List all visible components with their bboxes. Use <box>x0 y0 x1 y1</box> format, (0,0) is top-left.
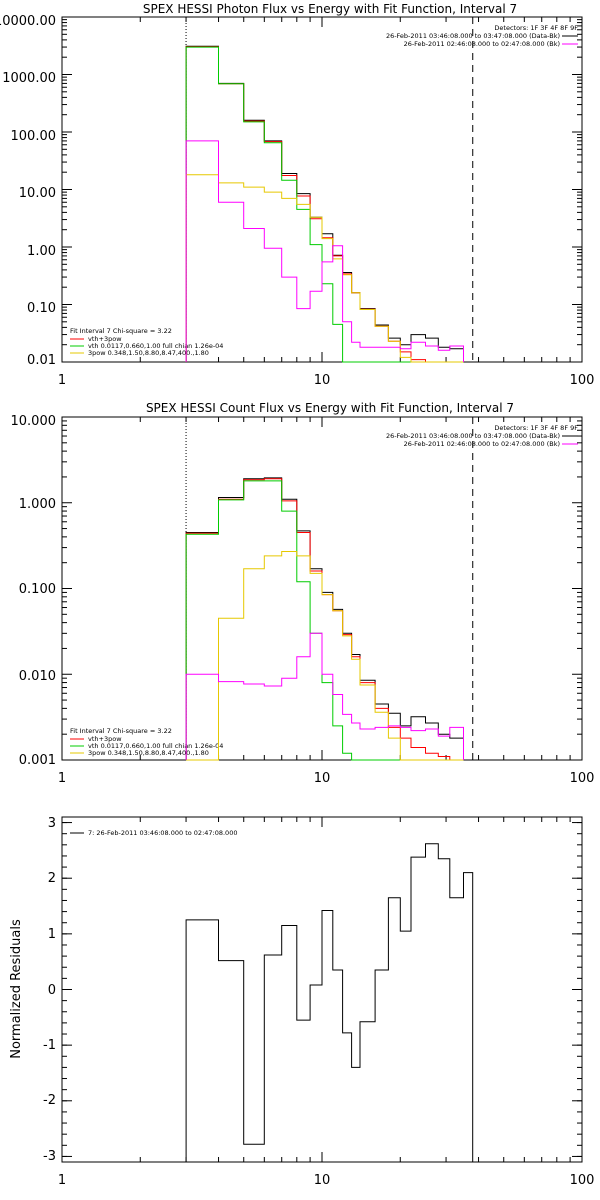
y-tick-label: 0 <box>48 983 56 998</box>
x-tick-label: 100 <box>570 771 595 786</box>
photon-flux-y-tick-labels: 0.01 0.10 1.00 10.00 100.00 1000.00 1000… <box>0 14 56 368</box>
x-tick-label: 1 <box>58 771 66 786</box>
y-tick-label: 0.01 <box>27 353 56 368</box>
photon-flux-x-tick-labels: 1 10 100 <box>58 373 595 388</box>
series-line-vth+3pow <box>185 46 464 363</box>
y-tick-label: -3 <box>43 1149 56 1164</box>
y-tick-label: 0.010 <box>19 669 56 684</box>
count-flux-panel: SPEX HESSI Count Flux vs Energy with Fit… <box>11 401 595 786</box>
residuals-panel: Normalized Residuals -3 -2 -1 0 1 2 3 1 … <box>9 816 594 1188</box>
y-tick-label: 0.001 <box>19 753 56 768</box>
legend-detectors: Detectors: 1F 3F 4F 8F 9F <box>494 424 578 432</box>
y-tick-label: 10.000 <box>11 414 57 429</box>
x-tick-label: 10 <box>314 1173 331 1188</box>
count-flux-title: SPEX HESSI Count Flux vs Energy with Fit… <box>146 401 514 415</box>
photon-flux-legend-top-right: Detectors: 1F 3F 4F 8F 9F 26-Feb-2011 03… <box>386 24 578 48</box>
series-line-bk <box>185 632 464 760</box>
y-tick-label: 100.00 <box>11 129 57 144</box>
series-line-vth <box>185 480 464 761</box>
legend-entry-3pow: 3pow 0.348,1.50,8.80,8.47,400.,1.80 <box>88 349 209 357</box>
series-line-bk <box>185 140 464 362</box>
x-tick-label: 10 <box>314 771 331 786</box>
y-tick-label: -1 <box>43 1038 56 1053</box>
x-tick-label: 10 <box>314 373 331 388</box>
legend-detectors: Detectors: 1F 3F 4F 8F 9F <box>494 24 578 32</box>
residuals-legend: 7: 26-Feb-2011 03:46:08.000 to 02:47:08.… <box>70 829 237 837</box>
legend-entry-residuals: 7: 26-Feb-2011 03:46:08.000 to 02:47:08.… <box>88 829 237 837</box>
legend-entry-background: 26-Feb-2011 02:46:08.000 to 02:47:08.000… <box>404 440 560 448</box>
legend-entry-3pow: 3pow 0.348,1.50,8.80,8.47,400.,1.80 <box>88 749 209 757</box>
count-flux-legend-top-right: Detectors: 1F 3F 4F 8F 9F 26-Feb-2011 03… <box>386 424 578 448</box>
photon-flux-legend-bottom-left: Fit Interval 7 Chi-square = 3.22 vth+3po… <box>70 327 223 357</box>
y-tick-label: 2 <box>48 871 56 886</box>
residuals-x-tick-labels: 1 10 100 <box>58 1173 595 1188</box>
y-tick-label: 10000.00 <box>0 14 56 29</box>
x-tick-label: 100 <box>570 373 595 388</box>
x-tick-label: 1 <box>58 1173 66 1188</box>
legend-entry-background: 26-Feb-2011 02:46:08.000 to 02:47:08.000… <box>404 40 560 48</box>
series-line-residuals <box>185 843 474 1162</box>
y-tick-label: 1000.00 <box>2 71 56 86</box>
photon-flux-title: SPEX HESSI Photon Flux vs Energy with Fi… <box>143 2 517 16</box>
series-line-3pow <box>185 174 464 363</box>
residuals-y-axis-label: Normalized Residuals <box>9 919 24 1059</box>
x-tick-label: 100 <box>570 1173 595 1188</box>
count-flux-x-tick-labels: 1 10 100 <box>58 771 595 786</box>
y-tick-label: 1 <box>48 927 56 942</box>
series-line-vth <box>185 46 464 363</box>
legend-fit-header: Fit Interval 7 Chi-square = 3.22 <box>70 327 172 335</box>
photon-flux-plot-frame <box>61 16 583 363</box>
count-flux-y-tick-labels: 0.001 0.010 0.100 1.000 10.000 <box>11 414 57 768</box>
legend-entry-vth-3pow: vth+3pow <box>88 735 122 743</box>
residuals-plot-content <box>61 817 582 1162</box>
residuals-y-tick-labels: -3 -2 -1 0 1 2 3 <box>43 816 56 1164</box>
legend-entry-vth: vth 0.0117,0.660,1.00 full chian 1.26e-0… <box>88 342 223 350</box>
legend-entry-vth: vth 0.0117,0.660,1.00 full chian 1.26e-0… <box>88 742 223 750</box>
count-flux-plot-content <box>61 417 582 761</box>
y-tick-label: 10.00 <box>19 186 56 201</box>
series-line-data <box>185 477 464 760</box>
y-tick-label: -2 <box>43 1093 56 1108</box>
count-flux-legend-bottom-left: Fit Interval 7 Chi-square = 3.22 vth+3po… <box>70 727 223 757</box>
y-tick-label: 0.10 <box>27 301 56 316</box>
photon-flux-plot-content <box>61 17 582 363</box>
y-tick-label: 0.100 <box>19 582 56 597</box>
x-tick-label: 1 <box>58 373 66 388</box>
y-tick-label: 1.00 <box>27 244 56 259</box>
photon-flux-panel: SPEX HESSI Photon Flux vs Energy with Fi… <box>0 2 594 388</box>
residuals-plot-frame <box>61 816 583 1163</box>
series-line-3pow <box>186 551 464 761</box>
legend-entry-vth-3pow: vth+3pow <box>88 335 122 343</box>
y-tick-label: 3 <box>48 816 56 831</box>
legend-fit-header: Fit Interval 7 Chi-square = 3.22 <box>70 727 172 735</box>
series-line-vth+3pow <box>185 478 464 761</box>
y-tick-label: 1.000 <box>19 497 56 512</box>
series-line-data <box>185 45 464 362</box>
